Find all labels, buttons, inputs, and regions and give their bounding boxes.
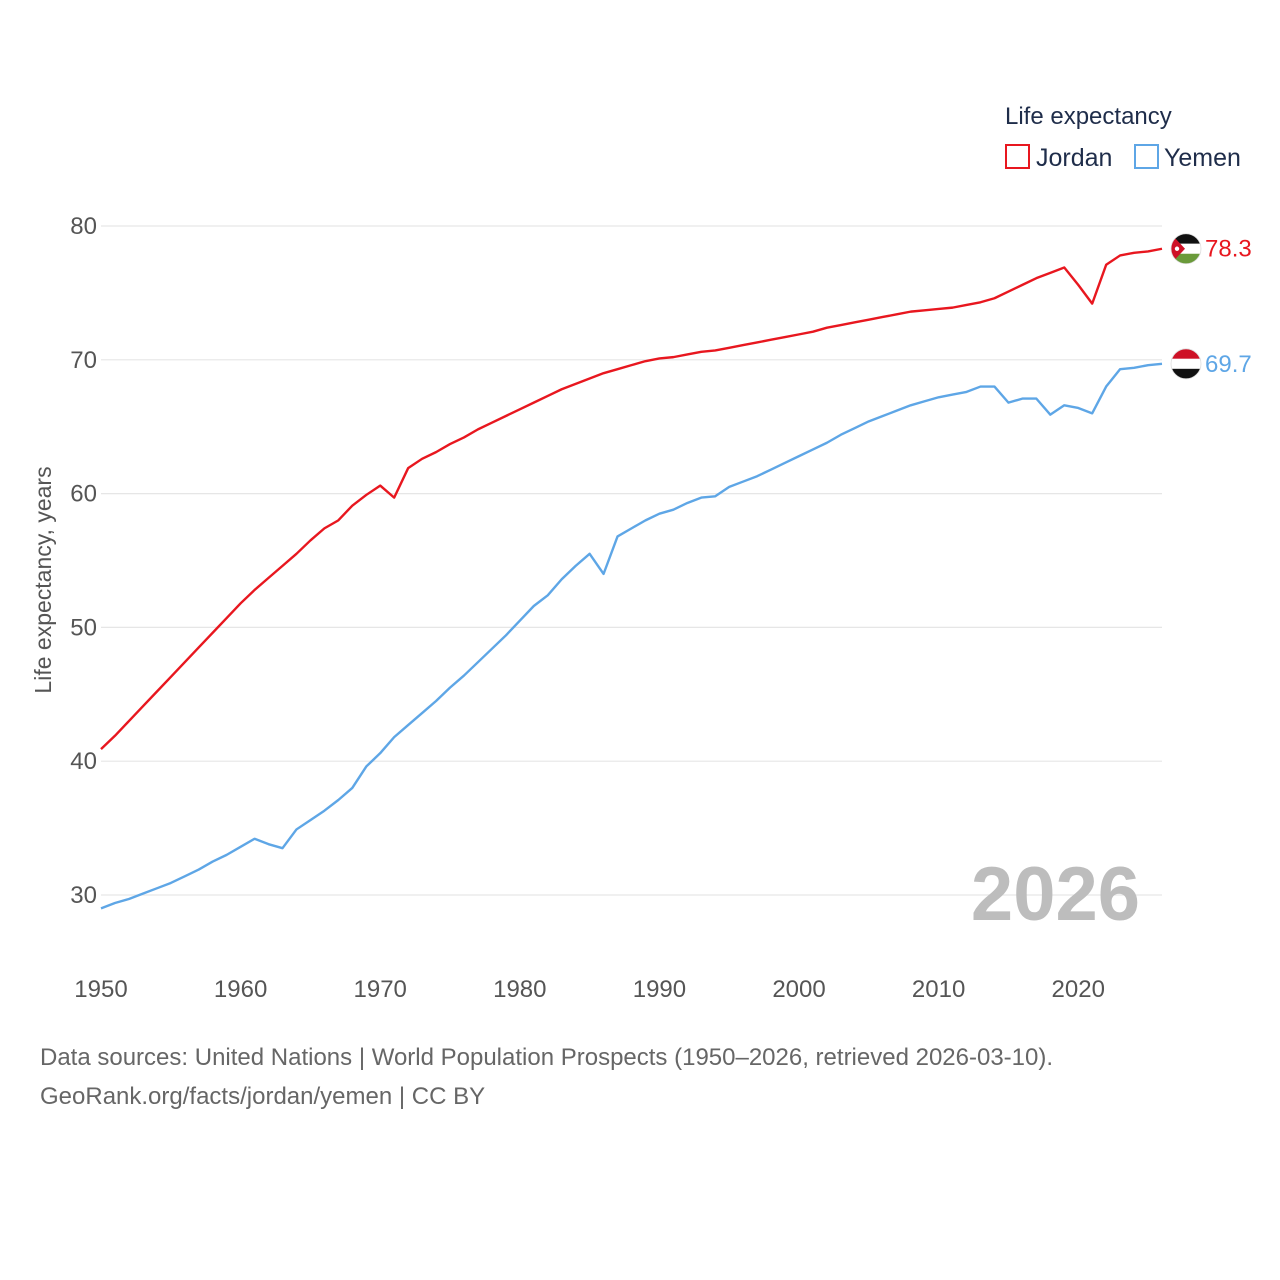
x-tick-label-1970: 1970 (354, 976, 407, 1003)
legend-item-yemen[interactable]: Yemen (1134, 144, 1241, 172)
y-tick-label-70: 70 (70, 347, 97, 374)
end-label-yemen: 69.7 (1205, 351, 1252, 378)
series-line-yemen[interactable] (100, 362, 1163, 910)
grid-lines (101, 225, 1162, 896)
y-axis-title: Life expectancy, years (30, 466, 56, 693)
yemen-flag-icon (1170, 348, 1202, 380)
legend-title: Life expectancy (1005, 103, 1172, 130)
legend-item-jordan[interactable]: Jordan (1005, 144, 1112, 172)
footer-attribution[interactable]: GeoRank.org/facts/jordan/yemen | CC BY (40, 1083, 486, 1110)
year-label: 2026 (971, 852, 1140, 937)
x-tick-label-1990: 1990 (633, 976, 686, 1003)
end-label-jordan: 78.3 (1205, 236, 1252, 263)
x-tick-label-2000: 2000 (772, 976, 825, 1003)
y-tick-label-40: 40 (70, 748, 97, 775)
jordan-flag-icon (1170, 233, 1202, 265)
x-tick-label-2010: 2010 (912, 976, 965, 1003)
x-tick-label-2020: 2020 (1052, 976, 1105, 1003)
x-tick-label-1950: 1950 (74, 976, 127, 1003)
legend-swatch-jordan (1005, 144, 1030, 169)
legend-label-jordan: Jordan (1036, 144, 1112, 172)
x-tick-label-1960: 1960 (214, 976, 267, 1003)
end-markers: 78.3 69.7 (1170, 233, 1252, 380)
y-axis: 30 40 50 60 70 80 (70, 213, 97, 909)
footer-sources: Data sources: United Nations | World Pop… (40, 1044, 1054, 1071)
x-tick-label-1980: 1980 (493, 976, 546, 1003)
legend-swatch-yemen (1134, 144, 1159, 169)
series-line-jordan[interactable] (100, 247, 1163, 751)
y-tick-label-60: 60 (70, 481, 97, 508)
legend: Life expectancy Jordan Yemen (1005, 103, 1241, 172)
series-lines (100, 247, 1163, 910)
y-tick-label-50: 50 (70, 614, 97, 641)
y-tick-label-80: 80 (70, 213, 97, 240)
y-tick-label-30: 30 (70, 882, 97, 909)
x-axis: 1950 1960 1970 1980 1990 2000 2010 2020 (74, 976, 1105, 1003)
legend-label-yemen: Yemen (1164, 144, 1241, 172)
